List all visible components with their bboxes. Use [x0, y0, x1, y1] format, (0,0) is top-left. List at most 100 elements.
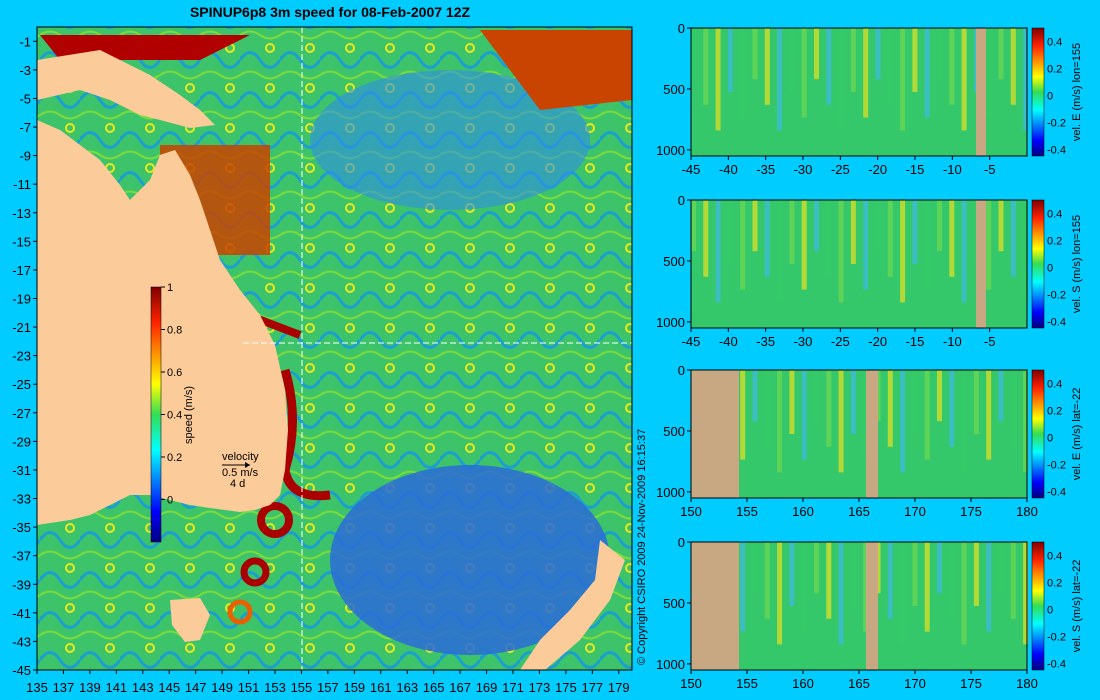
velocity-key-label: velocity — [222, 451, 259, 463]
panel-x-tick-label: -10 — [943, 162, 962, 177]
velocity-structure — [998, 370, 1004, 422]
speed-colorbar-tick-label: 0.4 — [167, 410, 182, 422]
velocity-key-speed: 0.5 m/s — [222, 467, 259, 479]
velocity-structure — [961, 200, 967, 303]
panel-y-tick-label: 1000 — [656, 143, 685, 158]
velocity-structure — [703, 200, 709, 277]
panel-colorbar-tick-label: -0.4 — [1047, 486, 1066, 498]
map-y-tick-label: -23 — [12, 349, 31, 364]
eddy-3 — [227, 599, 253, 625]
map-x-tick-label: 143 — [132, 680, 154, 695]
velocity-structure — [1010, 28, 1016, 105]
velocity-structure — [814, 542, 819, 594]
map-x-tick-label: 149 — [211, 680, 233, 695]
panel-colorbar-label: vel. E (m/s) lon=155 — [1071, 43, 1083, 141]
map-x-ticks: 135 137 139 141 143 145 147 149 151 153 155 157 159 1… — [26, 670, 630, 695]
velocity-structure — [777, 542, 783, 645]
panel-velS-lat-22: 150 155 160 165 170 175 180 0 500 1000 0.4 0.2 0 -0.2… — [656, 535, 1083, 691]
panel-y-tick-label: 500 — [663, 254, 685, 269]
panel-colorbar — [1031, 199, 1045, 329]
speed-colorbar-label: speed (m/s) — [183, 386, 195, 444]
land-australia — [37, 120, 288, 525]
panel-colorbar-label: vel. S (m/s) lon=155 — [1071, 215, 1083, 313]
velocity-structure — [715, 200, 721, 303]
panel-colorbar-tick-label: -0.2 — [1047, 289, 1066, 301]
panel-colorbar-label: vel. S (m/s) lat=-22 — [1071, 560, 1083, 653]
panel-x-tick-label: 155 — [736, 504, 758, 519]
velocity-structure — [900, 200, 906, 303]
panel-y-tick-label: 500 — [663, 424, 685, 439]
panel-velE-lon155: -45 -40 -35 -30 -25 -20 -15 -10 -5 0 500 1000 0.4 0.2… — [656, 21, 1083, 177]
panel-x-tick-label: -20 — [868, 162, 887, 177]
panel-x-tick-label: -10 — [943, 334, 962, 349]
velocity-structure — [937, 370, 942, 422]
velocity-structure — [715, 28, 721, 131]
velocity-structure — [740, 200, 746, 290]
map-x-tick-label: 161 — [370, 680, 392, 695]
panel-colorbar-tick-label: -0.2 — [1047, 631, 1066, 643]
velocity-structure — [752, 28, 758, 80]
velocity-structure — [998, 28, 1004, 80]
map-y-tick-label: -3 — [19, 63, 31, 78]
velocity-structure — [826, 28, 832, 105]
map-y-tick-label: -25 — [12, 377, 31, 392]
panel-colorbar-tick-label: -0.4 — [1047, 316, 1066, 328]
panel-x-tick-label: -45 — [682, 162, 701, 177]
velocity-structure — [1023, 200, 1029, 303]
map-y-tick-label: -17 — [12, 263, 31, 278]
velocity-structure — [826, 200, 832, 277]
velocity-structure — [863, 542, 869, 632]
map-x-tick-label: 141 — [105, 680, 127, 695]
panel-y-tick-label: 1000 — [656, 315, 685, 330]
velocity-structure — [912, 200, 918, 264]
map-x-tick-label: 145 — [158, 680, 180, 695]
land-new-guinea — [37, 50, 215, 128]
panel-x-tick-label: -40 — [719, 162, 738, 177]
map-x-tick-label: 135 — [26, 680, 48, 695]
panel-frame — [690, 199, 1028, 329]
east-australian-current — [280, 368, 331, 501]
map-y-tick-label: -29 — [12, 434, 31, 449]
tasman-low-speed-region — [330, 465, 610, 655]
velocity-structure — [912, 542, 918, 606]
panel-x-tick-label: -30 — [794, 334, 813, 349]
map-x-tick-label: 167 — [449, 680, 471, 695]
velocity-structure — [887, 28, 893, 105]
map-x-tick-label: 157 — [317, 680, 339, 695]
velocity-structure — [777, 200, 783, 303]
velocity-structure — [986, 542, 992, 632]
panel-x-tick-label: -15 — [906, 162, 925, 177]
velocity-structure — [924, 370, 930, 460]
velocity-key-time: 4 d — [230, 478, 245, 490]
map-x-tick-label: 151 — [238, 680, 260, 695]
velocity-structure — [1010, 542, 1016, 619]
panel-velE-lat-22: 150 155 160 165 170 175 180 0 500 1000 0.4 0.2 0 -0.2… — [656, 363, 1083, 519]
panel-colorbar-tick-label: 0 — [1047, 432, 1053, 444]
panel-y-tick-label: 1000 — [656, 657, 685, 672]
map-title: SPINUP6p8 3m speed for 08-Feb-2007 12Z — [190, 4, 471, 20]
panel-frame — [690, 27, 1028, 157]
velocity-structure — [949, 200, 955, 277]
land-mask — [691, 370, 739, 498]
panel-x-tick-label: -25 — [831, 334, 850, 349]
panel-colorbar-tick-label: 0.4 — [1047, 208, 1062, 220]
panel-x-tick-label: -30 — [794, 162, 813, 177]
speed-colorbar-tick-label: 0.6 — [167, 367, 182, 379]
panel-plot-area — [691, 28, 1027, 156]
velocity-structure — [887, 200, 893, 277]
panel-colorbar — [1031, 541, 1045, 671]
velocity-structure — [986, 28, 992, 118]
map-plot: 135 137 139 141 143 145 147 149 151 153 155 157 159 1… — [12, 26, 633, 695]
panel-x-tick-label: -5 — [984, 334, 996, 349]
panel-x-tick-label: 165 — [848, 504, 870, 519]
map-y-tick-label: -43 — [12, 634, 31, 649]
velocity-structure — [863, 370, 869, 460]
map-y-tick-label: -33 — [12, 492, 31, 507]
panel-y-tick-label: 0 — [678, 535, 685, 550]
velocity-structure — [850, 28, 856, 92]
panel-y-tick-label: 500 — [663, 596, 685, 611]
panel-x-tick-label: -35 — [756, 162, 775, 177]
velocity-structure — [764, 200, 770, 277]
velocity-structure — [986, 200, 992, 290]
